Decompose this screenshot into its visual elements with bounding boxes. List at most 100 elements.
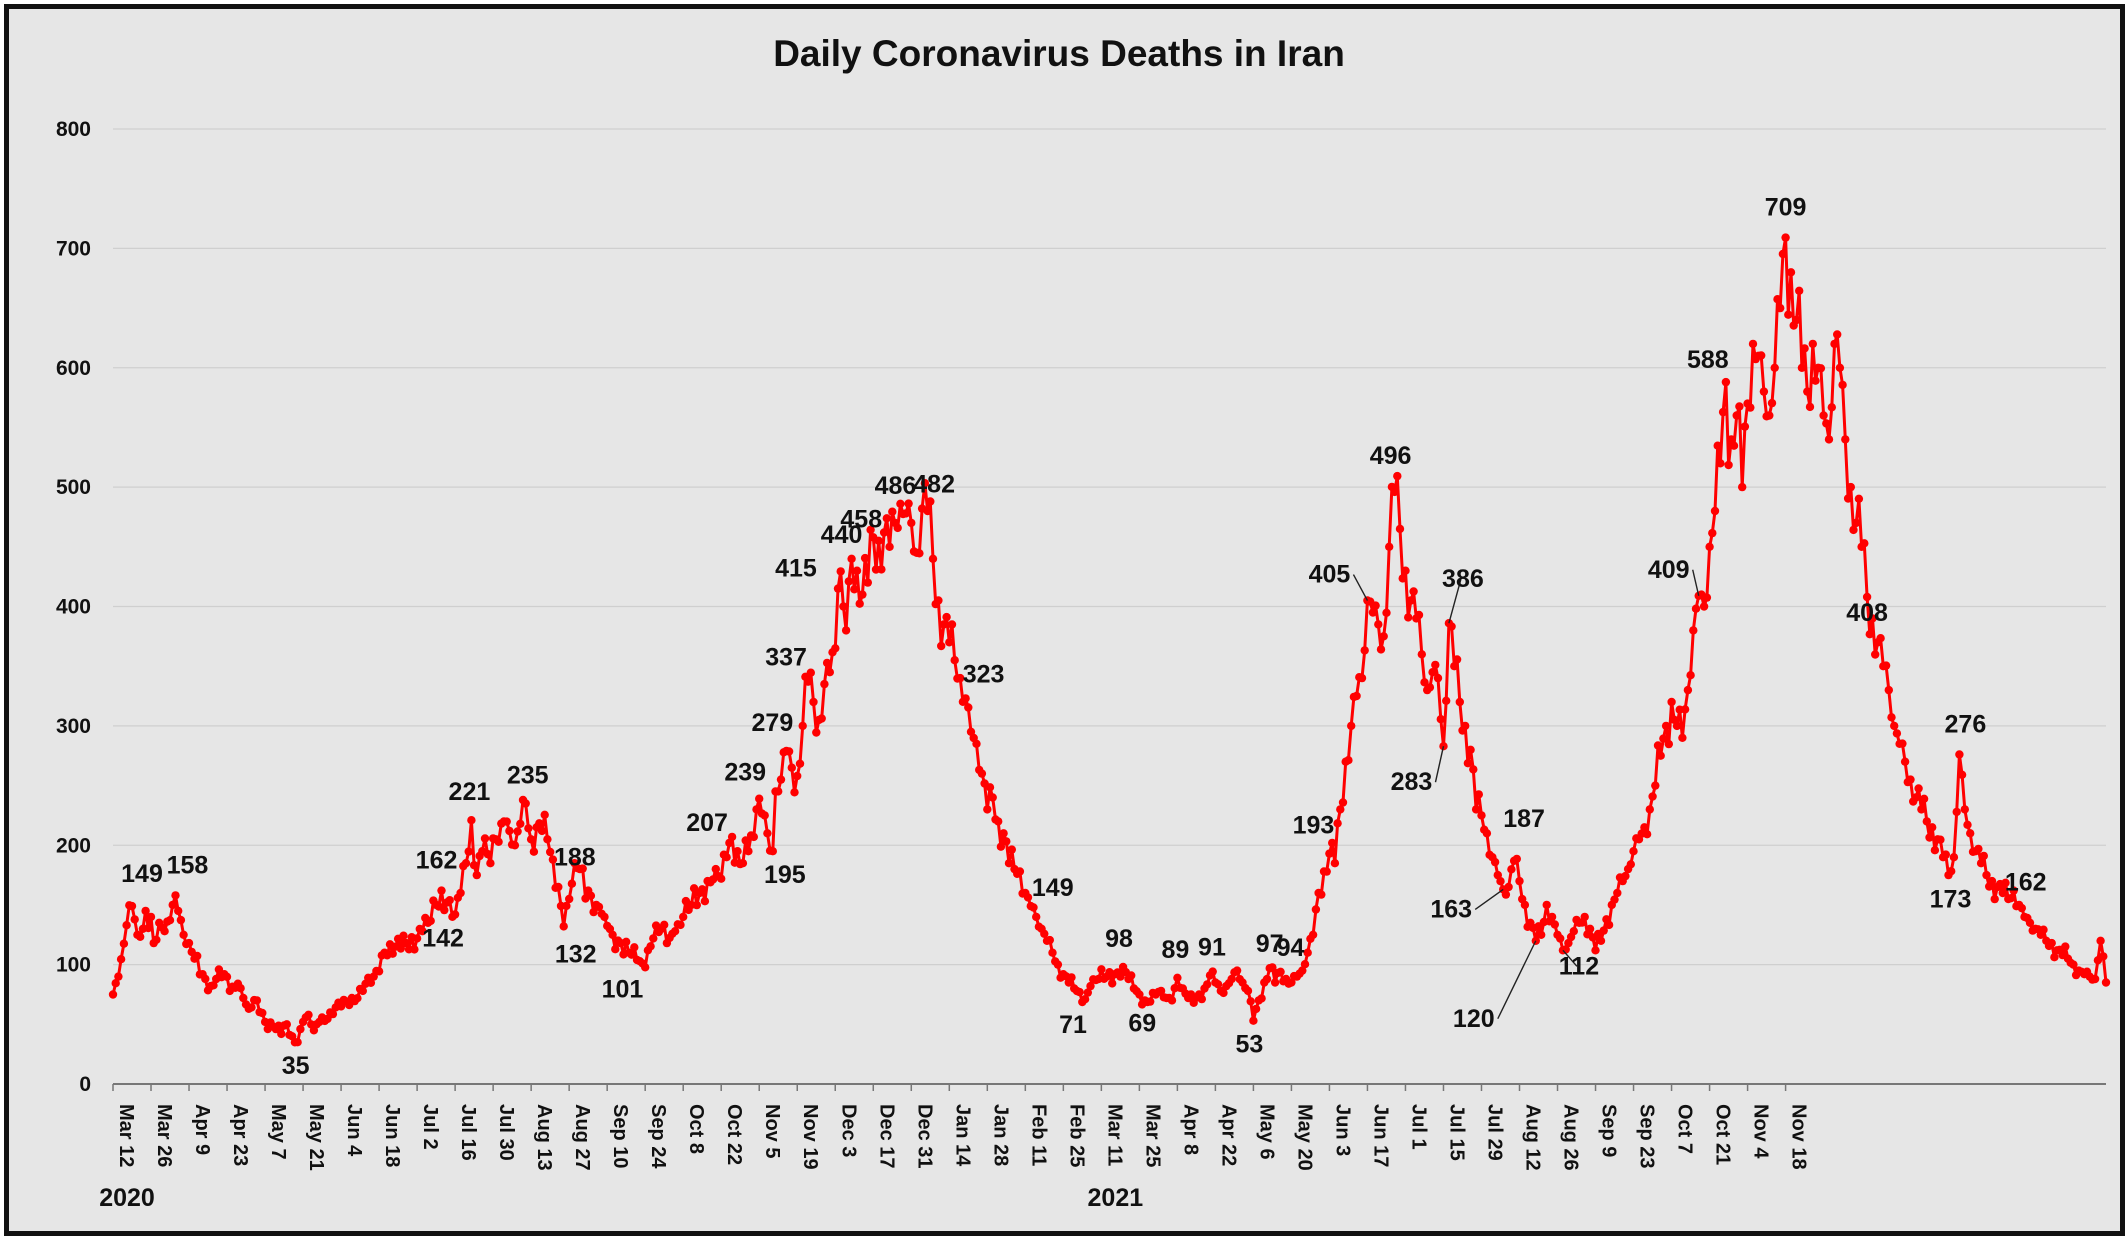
data-point (1987, 876, 1997, 886)
data-point (1648, 792, 1657, 801)
data-point (885, 542, 894, 551)
data-point (1401, 566, 1410, 575)
data-point (141, 906, 150, 916)
data-point (1436, 715, 1446, 724)
data-point (1979, 851, 1989, 861)
data-point (784, 747, 794, 756)
data-point (1322, 867, 1331, 876)
data-point (323, 1014, 332, 1024)
data-point (1982, 870, 1991, 880)
data-point (1347, 721, 1356, 731)
data-point (480, 834, 490, 843)
x-tick-label: Dec 3 (837, 1104, 859, 1157)
gridlines (113, 128, 2106, 966)
data-point (1311, 905, 1321, 914)
x-tick-label: Sep 9 (1598, 1104, 1620, 1157)
data-point (108, 990, 118, 999)
data-point (2101, 978, 2111, 987)
data-point (353, 994, 362, 1003)
data-label-195: 195 (764, 861, 806, 889)
data-point (1767, 398, 1777, 408)
data-point (1420, 678, 1429, 687)
data-point (1998, 888, 2008, 898)
data-point (1811, 376, 1820, 385)
data-point (1702, 593, 1712, 602)
data-label-221: 221 (449, 778, 491, 806)
data-point (942, 612, 951, 622)
y-tick-label: 0 (79, 1073, 91, 1096)
x-tick-label: Jul 29 (1483, 1104, 1505, 1161)
data-label-279: 279 (752, 709, 794, 737)
data-point (1686, 671, 1695, 680)
data-point (1569, 927, 1579, 936)
data-point (1710, 506, 1720, 516)
data-point (546, 847, 555, 857)
y-tick-label: 800 (56, 118, 91, 141)
data-point (839, 602, 848, 611)
data-point (535, 819, 544, 828)
data-point (1947, 867, 1956, 876)
data-point (1672, 721, 1682, 731)
data-point (1838, 380, 1847, 390)
data-point (1442, 696, 1451, 705)
data-point (1086, 981, 1095, 991)
data-point (1409, 587, 1418, 596)
data-label-440: 440 (821, 521, 863, 549)
data-point (1705, 542, 1714, 551)
data-point (1374, 620, 1383, 629)
data-point (1963, 820, 1972, 829)
data-point (1678, 733, 1687, 742)
data-point (874, 536, 883, 545)
data-point (2090, 974, 2100, 984)
data-point (1808, 339, 1818, 349)
data-point (1287, 978, 1296, 987)
data-label-89: 89 (1161, 936, 1189, 964)
data-point (1382, 608, 1391, 617)
data-label-162: 162 (416, 847, 458, 875)
data-label-207: 207 (686, 809, 728, 837)
data-point (1952, 807, 1961, 817)
data-point (904, 499, 913, 508)
data-point (600, 912, 609, 922)
data-point (486, 859, 495, 868)
data-point (1428, 668, 1437, 677)
data-label-405: 405 (1309, 561, 1351, 589)
data-point (1699, 602, 1709, 611)
x-tick-label: Nov 18 (1788, 1104, 1810, 1170)
data-point (136, 932, 145, 941)
data-point (1393, 471, 1402, 481)
data-point (152, 935, 161, 944)
data-point (1659, 734, 1668, 743)
data-point (1960, 805, 1970, 814)
data-point (1490, 857, 1500, 867)
data-point (1146, 997, 1155, 1006)
data-point (2069, 960, 2078, 969)
data-point (1835, 363, 1845, 372)
y-tick-label: 200 (56, 834, 91, 857)
data-point (119, 939, 129, 948)
x-tick-label: May 6 (1255, 1104, 1277, 1160)
data-label-69: 69 (1128, 1010, 1156, 1038)
data-point (1135, 990, 1144, 999)
y-tick-label: 700 (56, 237, 91, 260)
x-tick-label: Apr 8 (1179, 1104, 1201, 1155)
data-point (711, 864, 720, 874)
data-point (304, 1010, 313, 1019)
data-point (1270, 978, 1280, 987)
data-point (1900, 757, 1910, 766)
data-point (171, 891, 180, 900)
data-point (1431, 660, 1440, 670)
data-point (388, 949, 397, 958)
data-point (866, 525, 875, 534)
label-leader-line (1434, 746, 1445, 783)
data-point (1395, 524, 1405, 534)
data-point (888, 507, 897, 516)
data-point (877, 565, 886, 574)
data-point (790, 788, 799, 797)
data-point (1824, 435, 1834, 444)
data-point (1860, 539, 1869, 548)
data-point (1376, 645, 1386, 654)
data-point (467, 816, 476, 825)
data-point (956, 673, 965, 683)
data-point (445, 896, 454, 905)
